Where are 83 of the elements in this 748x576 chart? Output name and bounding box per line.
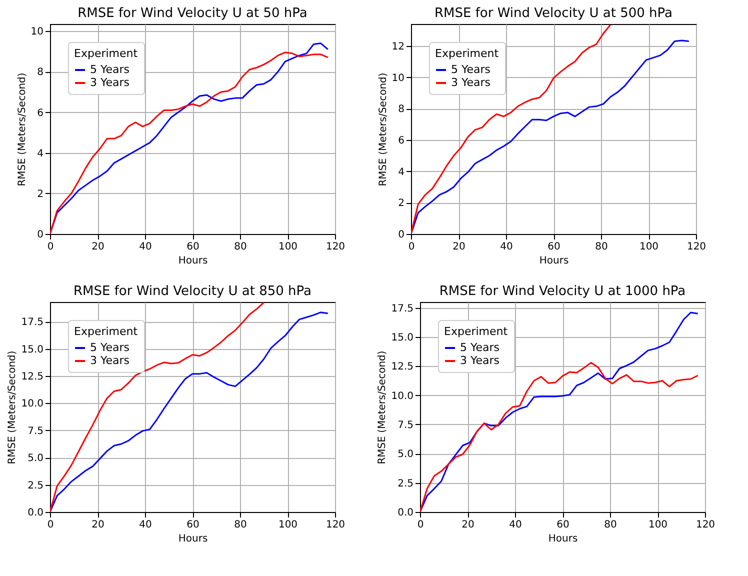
legend-label: 5 Years: [460, 341, 500, 354]
y-tick-label: 5.0: [28, 453, 44, 464]
x-tick-label: 0: [417, 520, 424, 530]
legend-title: Experiment: [74, 47, 138, 60]
x-tick-label: 0: [47, 242, 54, 252]
line-series: [50, 312, 329, 512]
y-axis-title: RMSE (Meters/Second): [377, 350, 388, 464]
x-tick-label: 100: [639, 242, 659, 252]
x-tick-label: 20: [92, 242, 104, 252]
x-tick-label: 80: [234, 520, 247, 530]
x-tick-label: 100: [648, 520, 668, 530]
y-tick-label: 2.5: [28, 480, 44, 492]
x-tick-label: 100: [278, 242, 298, 252]
y-tick-label: 8: [37, 67, 44, 78]
legend-label: 3 Years: [460, 354, 500, 367]
chart-title: RMSE for Wind Velocity U at 1000 hPa: [439, 284, 686, 299]
legend-title: Experiment: [435, 47, 500, 60]
y-tick-label: 7.5: [28, 426, 44, 437]
y-tick-label: 0.0: [398, 508, 414, 518]
y-tick-label: 10: [392, 72, 404, 84]
x-tick-label: 20: [92, 520, 104, 530]
legend-title: Experiment: [74, 325, 138, 338]
x-tick-label: 100: [278, 520, 298, 530]
legend-label: 5 Years: [90, 63, 130, 76]
y-tick-label: 12.5: [21, 371, 44, 382]
y-tick-label: 7.5: [398, 420, 414, 431]
x-tick-label: 80: [595, 242, 608, 252]
x-axis-title: Hours: [548, 534, 578, 544]
x-tick-label: 60: [548, 242, 560, 252]
y-tick-label: 10.0: [391, 390, 414, 402]
y-tick-label: 15.0: [391, 332, 414, 344]
x-tick-label: 40: [509, 520, 522, 530]
legend-label: 3 Years: [451, 76, 491, 89]
line-series: [411, 40, 690, 234]
y-tick-label: 17.5: [391, 303, 414, 314]
y-tick-label: 15.0: [21, 344, 44, 356]
legend-label: 3 Years: [90, 76, 130, 89]
x-tick-label: 60: [186, 520, 200, 530]
y-tick-label: 0.0: [28, 508, 44, 518]
y-tick-label: 2: [398, 198, 404, 210]
y-tick-label: 10.0: [21, 398, 44, 410]
y-tick-label: 6: [398, 135, 404, 146]
y-tick-label: 5.0: [398, 449, 414, 460]
y-tick-label: 4: [398, 166, 404, 178]
x-axis-title: Hours: [539, 256, 569, 266]
chart-title: RMSE for Wind Velocity U at 850 hPa: [73, 284, 312, 299]
y-tick-label: 4: [37, 148, 44, 160]
y-tick-label: 17.5: [21, 317, 44, 328]
x-tick-label: 60: [556, 520, 570, 530]
x-axis-title: Hours: [178, 534, 208, 544]
x-axis-title: Hours: [178, 256, 208, 266]
legend-title: Experiment: [444, 325, 508, 338]
x-tick-label: 20: [462, 520, 474, 530]
x-tick-label: 120: [686, 242, 706, 252]
y-axis-title: RMSE (Meters/Second): [16, 72, 28, 186]
y-tick-label: 12.5: [391, 362, 414, 373]
y-tick-label: 8: [398, 104, 404, 116]
x-tick-label: 120: [696, 520, 716, 530]
legend-label: 5 Years: [90, 341, 130, 354]
y-tick-label: 2: [37, 188, 44, 200]
y-tick-label: 6: [37, 108, 44, 119]
y-axis-title: RMSE (Meters/Second): [378, 72, 389, 186]
chart-title: RMSE for Wind Velocity U at 50 hPa: [78, 6, 308, 21]
y-tick-label: 2.5: [398, 478, 414, 490]
x-tick-label: 120: [326, 520, 346, 530]
legend-label: 3 Years: [90, 354, 130, 367]
x-tick-label: 40: [139, 520, 152, 530]
y-tick-label: 10: [30, 26, 44, 38]
line-series: [420, 312, 699, 512]
x-tick-label: 20: [452, 242, 466, 252]
x-tick-label: 80: [234, 242, 247, 252]
y-axis-title: RMSE (Meters/Second): [7, 350, 18, 464]
x-tick-label: 0: [47, 520, 54, 530]
legend-label: 5 Years: [451, 63, 491, 76]
x-tick-label: 40: [500, 242, 513, 252]
x-tick-label: 80: [604, 520, 617, 530]
x-tick-label: 40: [139, 242, 152, 252]
x-tick-label: 60: [186, 242, 200, 252]
x-tick-label: 120: [326, 242, 346, 252]
y-tick-label: 0: [37, 230, 44, 240]
y-tick-label: 0: [398, 230, 404, 240]
chart-title: RMSE for Wind Velocity U at 500 hPa: [434, 6, 673, 21]
y-tick-label: 12: [392, 41, 404, 52]
